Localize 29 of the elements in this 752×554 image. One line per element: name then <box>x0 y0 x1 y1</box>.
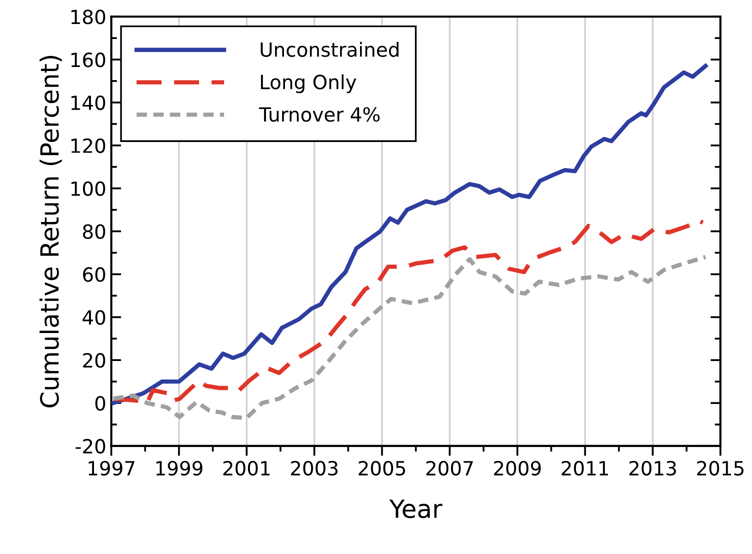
y-tick-label: 40 <box>82 310 106 325</box>
y-tick-label: 160 <box>71 52 106 68</box>
line-series <box>111 64 708 406</box>
x-tick-label: 1999 <box>156 460 202 476</box>
y-tick-label: -20 <box>76 438 106 454</box>
line-series <box>111 218 705 406</box>
y-tick-label: 20 <box>83 353 106 368</box>
x-tick-label: 2015 <box>697 460 744 476</box>
y-tick-label: 140 <box>71 95 106 110</box>
line-series <box>111 254 708 420</box>
x-tick-label: 2007 <box>426 460 473 476</box>
legend-label: Long Only <box>260 74 356 94</box>
y-tick-label: 60 <box>83 267 106 282</box>
x-axis-title: Year <box>389 500 442 518</box>
x-tick-label: 1997 <box>88 460 134 476</box>
x-tick-label: 2013 <box>629 460 676 476</box>
y-tick-label: 80 <box>83 224 106 239</box>
y-tick-label: 0 <box>95 396 106 411</box>
legend-label: Turnover 4% <box>259 107 380 122</box>
x-tick-label: 2009 <box>494 460 541 476</box>
y-tick-label: 100 <box>71 181 106 196</box>
x-tick-label: 2001 <box>223 460 270 476</box>
x-tick-label: 2011 <box>562 460 608 476</box>
x-tick-label: 2003 <box>291 460 338 476</box>
y-axis-title: Cumulative Return (Percent) <box>40 56 62 408</box>
y-tick-label: 180 <box>71 10 106 24</box>
x-tick-label: 2005 <box>358 460 406 476</box>
legend-label: Unconstrained <box>260 42 398 57</box>
y-tick-label: 120 <box>71 138 106 154</box>
